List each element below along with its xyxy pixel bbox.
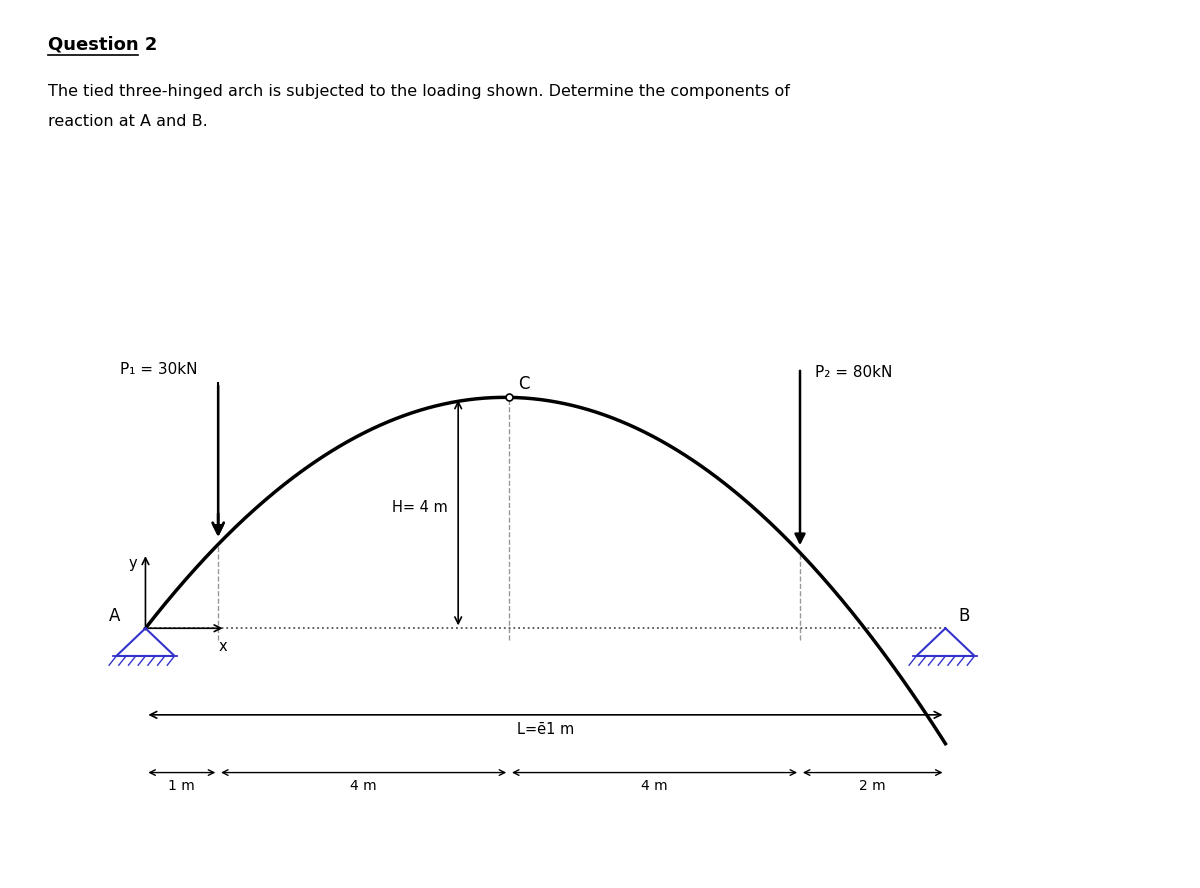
Text: 4 m: 4 m <box>350 780 377 794</box>
Text: The tied three-hinged arch is subjected to the loading shown. Determine the comp: The tied three-hinged arch is subjected … <box>48 84 790 99</box>
Text: reaction at A and B.: reaction at A and B. <box>48 114 208 129</box>
Text: x: x <box>218 638 227 654</box>
Text: P₂ = 80kN: P₂ = 80kN <box>815 365 892 380</box>
Text: C: C <box>518 375 529 392</box>
Text: y: y <box>128 556 137 571</box>
Text: B: B <box>959 607 970 625</box>
Text: A: A <box>109 607 120 625</box>
Text: P₁ = 30kN: P₁ = 30kN <box>120 362 198 377</box>
Text: L=ē1 m: L=ē1 m <box>517 722 574 737</box>
Text: H= 4 m: H= 4 m <box>391 500 448 514</box>
Text: 2 m: 2 m <box>859 780 886 794</box>
Text: Question 2: Question 2 <box>48 36 157 53</box>
Text: 1 m: 1 m <box>168 780 196 794</box>
Text: 4 m: 4 m <box>641 780 668 794</box>
